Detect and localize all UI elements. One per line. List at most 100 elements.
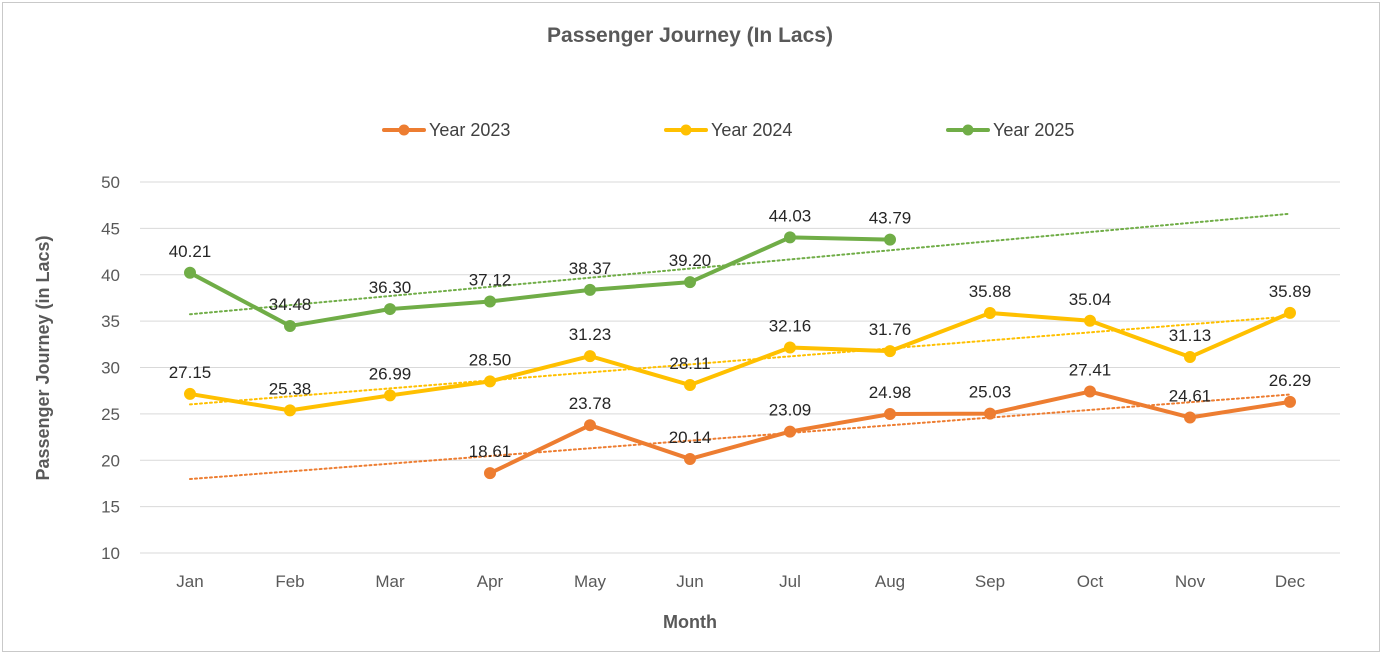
data-point <box>1284 395 1296 408</box>
y-tick-label: 35 <box>101 312 120 331</box>
data-label: 37.12 <box>469 270 512 289</box>
data-point <box>784 341 796 354</box>
chart-title: Passenger Journey (In Lacs) <box>547 24 833 47</box>
data-point <box>484 375 496 388</box>
x-axis-ticks: Jan Feb Mar Apr May Jun Jul Aug Sep Oct Nov Dec <box>176 572 1305 591</box>
legend-item: Year 2025 <box>946 120 1074 140</box>
data-point <box>1184 411 1196 424</box>
legend-swatch-marker <box>398 124 410 136</box>
series-year-2025 <box>184 231 896 332</box>
y-axis-ticks: 10 15 20 25 30 35 40 45 50 <box>101 173 120 563</box>
data-label: 18.61 <box>469 442 512 461</box>
data-label: 23.09 <box>769 401 812 420</box>
x-tick-label: Feb <box>275 572 304 591</box>
data-label: 28.11 <box>669 354 710 373</box>
x-tick-label: Jun <box>676 572 703 591</box>
y-tick-label: 20 <box>101 451 120 470</box>
data-labels: 18.61 23.78 20.14 23.09 24.98 25.03 27.41 24.61… <box>169 206 1312 461</box>
legend-item: Year 2024 <box>664 120 792 140</box>
data-label: 31.13 <box>1169 326 1212 345</box>
data-label: 31.76 <box>869 320 912 339</box>
y-tick-label: 40 <box>101 266 120 285</box>
data-point <box>384 303 396 316</box>
gridlines <box>140 181 1340 554</box>
x-tick-label: Jan <box>176 572 203 591</box>
data-label: 36.30 <box>369 278 412 297</box>
data-point <box>784 425 796 438</box>
legend-swatch-marker <box>680 124 692 136</box>
x-tick-label: Apr <box>477 572 504 591</box>
data-point <box>584 283 596 296</box>
data-label: 24.98 <box>869 383 912 402</box>
data-point <box>584 350 596 363</box>
trendline <box>189 393 1291 481</box>
data-point <box>684 379 696 392</box>
data-point <box>184 387 196 400</box>
data-point <box>984 407 996 420</box>
data-label: 38.37 <box>569 259 612 278</box>
data-point <box>484 295 496 308</box>
trendline <box>189 212 1291 316</box>
data-point <box>284 404 296 417</box>
data-label: 28.50 <box>469 350 512 369</box>
data-point <box>184 266 196 279</box>
series-line <box>188 235 892 328</box>
x-tick-label: Sep <box>975 572 1005 591</box>
data-label: 35.04 <box>1069 290 1112 309</box>
data-label: 24.61 <box>1169 386 1212 405</box>
series-lines <box>184 231 1296 480</box>
x-tick-label: Jul <box>779 572 801 591</box>
data-point <box>984 306 996 319</box>
data-label: 20.14 <box>669 428 712 447</box>
data-label: 34.48 <box>269 295 312 314</box>
x-tick-label: Aug <box>875 572 905 591</box>
y-tick-label: 45 <box>101 219 120 238</box>
data-label: 25.38 <box>269 379 312 398</box>
data-label: 40.21 <box>169 242 212 261</box>
data-point <box>684 452 696 465</box>
series-year-2023 <box>484 385 1296 480</box>
data-point <box>1184 351 1196 364</box>
legend: Year 2023 Year 2024 Year 2025 <box>382 120 1074 140</box>
data-point <box>684 276 696 289</box>
data-label: 26.29 <box>1269 371 1312 390</box>
y-tick-label: 25 <box>101 405 120 424</box>
legend-label: Year 2025 <box>993 120 1074 140</box>
legend-label: Year 2024 <box>711 120 792 140</box>
data-label: 27.41 <box>1069 361 1112 380</box>
data-label: 43.79 <box>869 209 912 228</box>
data-label: 23.78 <box>569 394 612 413</box>
legend-swatch-marker <box>962 124 974 136</box>
x-axis-title: Month <box>663 612 717 632</box>
y-tick-label: 50 <box>101 173 120 192</box>
data-point <box>1084 314 1096 327</box>
data-point <box>284 319 296 332</box>
data-label: 35.89 <box>1269 282 1312 301</box>
x-tick-label: Oct <box>1077 572 1104 591</box>
data-label: 26.99 <box>369 364 412 383</box>
trendlines <box>189 212 1291 481</box>
data-point <box>384 389 396 402</box>
data-label: 39.20 <box>669 251 712 270</box>
data-point <box>884 408 896 421</box>
data-point <box>584 419 596 432</box>
series-line <box>188 310 1292 413</box>
x-tick-label: Nov <box>1175 572 1206 591</box>
data-point <box>884 345 896 358</box>
y-axis-title: Passenger Journey (in Lacs) <box>33 235 53 480</box>
data-label: 35.88 <box>969 282 1012 301</box>
x-tick-label: Mar <box>375 572 405 591</box>
trendline <box>189 315 1291 406</box>
data-label: 44.03 <box>769 206 812 225</box>
data-point <box>884 233 896 246</box>
data-point <box>784 231 796 244</box>
data-point <box>484 467 496 480</box>
data-label: 27.15 <box>169 363 212 382</box>
x-tick-label: May <box>574 572 607 591</box>
x-tick-label: Dec <box>1275 572 1306 591</box>
y-tick-label: 30 <box>101 359 120 378</box>
data-point <box>1084 385 1096 398</box>
legend-label: Year 2023 <box>429 120 510 140</box>
